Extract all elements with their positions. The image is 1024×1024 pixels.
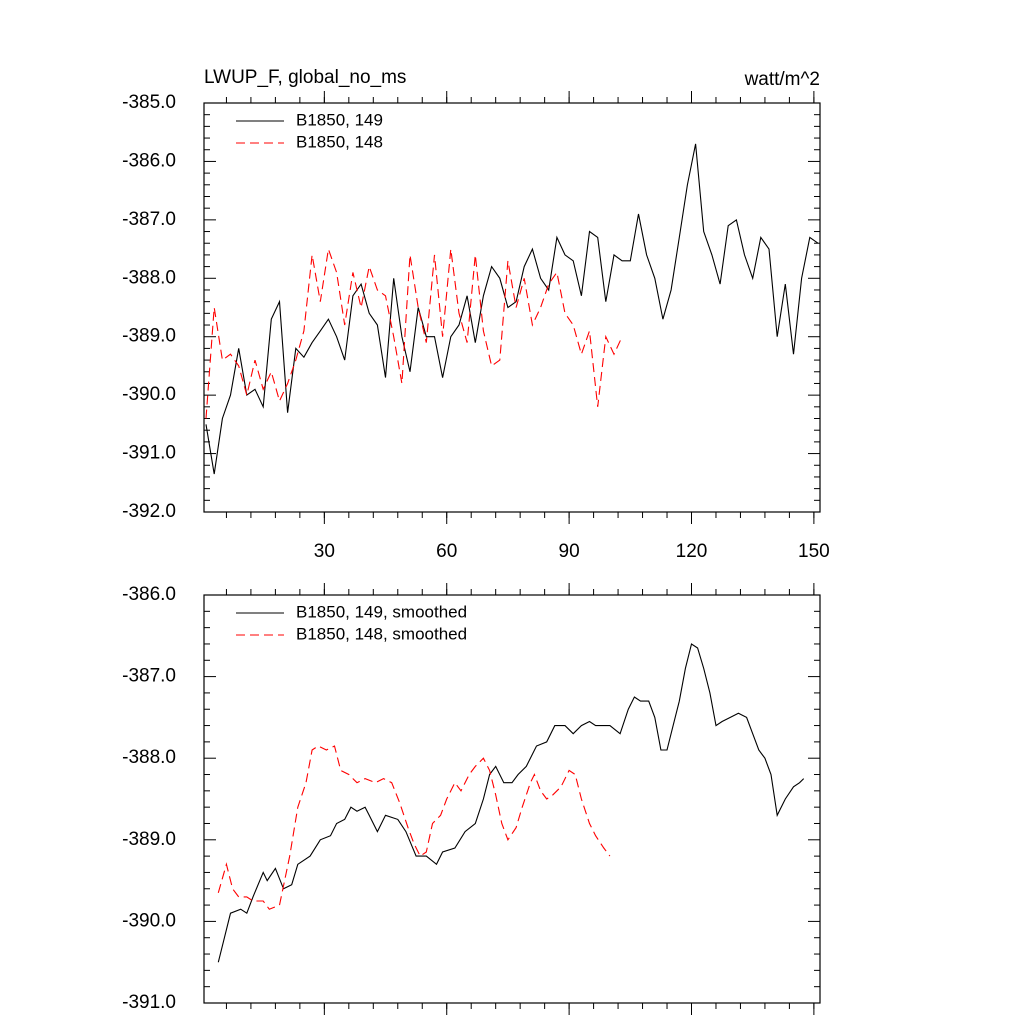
data-line xyxy=(217,643,805,963)
y-tick-label: -391.0 xyxy=(122,443,176,464)
x-tick-label: 60 xyxy=(436,541,457,562)
y-tick-label: -389.0 xyxy=(122,326,176,347)
y-tick-label: -388.0 xyxy=(122,267,176,288)
x-tick-label: 30 xyxy=(314,541,335,562)
y-tick-label: -386.0 xyxy=(122,150,176,171)
chart-title: LWUP_F, global_no_ms xyxy=(204,67,406,88)
y-tick-label: -388.0 xyxy=(122,747,176,768)
legend-label: B1850, 149 xyxy=(296,110,383,129)
y-tick-label: -390.0 xyxy=(122,384,176,405)
units-label: watt/m^2 xyxy=(744,69,820,90)
plot-frame xyxy=(203,594,821,1004)
legend-label: B1850, 149, smoothed xyxy=(296,602,467,621)
data-line xyxy=(217,745,611,910)
x-tick-label: 90 xyxy=(559,541,580,562)
y-tick-label: -386.0 xyxy=(122,584,176,605)
y-tick-label: -391.0 xyxy=(122,992,176,1013)
y-tick-label: -392.0 xyxy=(122,501,176,522)
y-tick-label: -387.0 xyxy=(122,666,176,687)
data-line xyxy=(205,143,819,475)
plot-frame xyxy=(203,102,821,513)
x-tick-label: 120 xyxy=(676,541,708,562)
y-tick-label: -387.0 xyxy=(122,209,176,230)
x-tick-label: 150 xyxy=(798,541,830,562)
data-line xyxy=(205,248,623,419)
y-tick-label: -390.0 xyxy=(122,910,176,931)
legend-label: B1850, 148 xyxy=(296,132,383,151)
y-tick-label: -389.0 xyxy=(122,829,176,850)
y-tick-label: -385.0 xyxy=(122,92,176,113)
legend-label: B1850, 148, smoothed xyxy=(296,624,467,643)
